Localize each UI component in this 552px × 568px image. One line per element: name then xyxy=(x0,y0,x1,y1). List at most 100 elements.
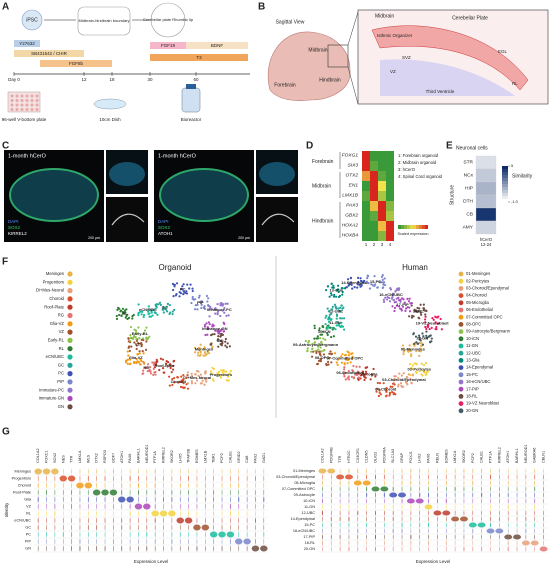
umap-point xyxy=(316,363,319,366)
violin xyxy=(205,475,206,482)
scale-swatch xyxy=(422,225,425,229)
umap-point xyxy=(178,380,181,383)
heat-cell xyxy=(386,161,394,171)
colorbar xyxy=(502,184,508,187)
label: Midbrain xyxy=(375,13,394,19)
violin xyxy=(384,504,385,510)
gene-label: OTX2 xyxy=(95,453,99,463)
violin xyxy=(481,504,482,510)
violin xyxy=(163,489,164,496)
umap-point xyxy=(411,364,414,367)
violin xyxy=(357,492,359,498)
umap-point xyxy=(326,333,329,337)
umap-point xyxy=(148,308,151,311)
violin xyxy=(507,474,509,480)
umap-point xyxy=(322,353,326,356)
heat-cell xyxy=(378,191,386,201)
label: OTX2 xyxy=(345,172,358,178)
violin xyxy=(188,496,189,503)
gene-label: LHX2 xyxy=(418,454,422,464)
violin xyxy=(463,468,465,474)
umap-point xyxy=(152,308,155,312)
label: 04-Choroid xyxy=(375,386,397,391)
heat-cell xyxy=(386,231,394,241)
umap-point xyxy=(210,307,213,310)
umap-point xyxy=(422,363,426,367)
violin xyxy=(79,468,81,475)
umap-point xyxy=(357,376,360,379)
umap-point xyxy=(386,296,389,299)
violin xyxy=(348,522,350,528)
violin xyxy=(322,546,323,552)
violin xyxy=(498,516,500,522)
umap-point xyxy=(132,337,135,340)
umap-point xyxy=(219,343,222,346)
umap-point xyxy=(199,350,202,354)
violin xyxy=(87,496,89,503)
violin xyxy=(507,480,509,486)
umap-point xyxy=(163,371,166,374)
umap-point xyxy=(204,351,207,354)
well xyxy=(15,94,19,98)
umap-point xyxy=(341,293,344,296)
violin xyxy=(129,482,131,489)
violin xyxy=(348,540,350,546)
umap-point xyxy=(173,285,176,288)
violin xyxy=(401,486,403,492)
umap-point xyxy=(410,304,413,307)
medium-bar xyxy=(186,42,248,49)
violin xyxy=(71,510,72,517)
violin xyxy=(375,540,376,546)
umap-point xyxy=(365,372,368,375)
umap-point xyxy=(137,303,140,306)
umap-point xyxy=(154,307,157,310)
umap-point xyxy=(398,299,401,302)
label: FGF19 xyxy=(161,43,176,48)
legend-dot xyxy=(67,271,73,277)
label: 200 µm xyxy=(238,236,250,240)
label: SVZ xyxy=(402,55,411,60)
violin xyxy=(234,538,243,545)
umap-point xyxy=(413,362,416,365)
legend-dot xyxy=(458,394,464,399)
violin xyxy=(146,538,148,545)
umap-point xyxy=(214,329,217,332)
umap-point xyxy=(366,276,369,280)
umap-point xyxy=(182,290,185,293)
legend-dot xyxy=(67,312,73,319)
gene-label: SOX2 xyxy=(53,453,57,463)
umap-point xyxy=(171,288,175,292)
umap-point xyxy=(423,318,427,321)
umap-point xyxy=(352,376,356,379)
umap-point xyxy=(183,386,186,389)
violin xyxy=(330,546,332,552)
legend-dot xyxy=(67,288,73,294)
umap-point xyxy=(415,350,418,353)
umap-point xyxy=(422,335,425,338)
label: Day 0 xyxy=(8,77,20,82)
violin xyxy=(113,531,114,538)
umap-point xyxy=(125,308,128,311)
label: EN1 xyxy=(349,182,359,188)
umap-point xyxy=(315,351,318,355)
violin xyxy=(490,486,491,492)
violin xyxy=(499,486,500,492)
violin xyxy=(472,510,474,516)
umap-point xyxy=(201,300,204,303)
umap-point xyxy=(336,358,340,361)
umap-point xyxy=(135,338,138,341)
colorbar xyxy=(502,181,508,184)
scale-swatch xyxy=(404,225,407,229)
umap-point xyxy=(198,300,202,304)
violin xyxy=(46,503,47,510)
label: 200 µm xyxy=(88,236,100,240)
label: 19-VZ Neuroblast xyxy=(466,401,500,406)
umap-point xyxy=(145,340,148,343)
violin xyxy=(205,503,206,510)
label: 18 xyxy=(109,77,115,82)
umap-point xyxy=(420,362,423,365)
umap-point xyxy=(191,287,194,290)
violin xyxy=(543,474,544,480)
violin xyxy=(71,503,73,510)
well xyxy=(15,103,19,107)
